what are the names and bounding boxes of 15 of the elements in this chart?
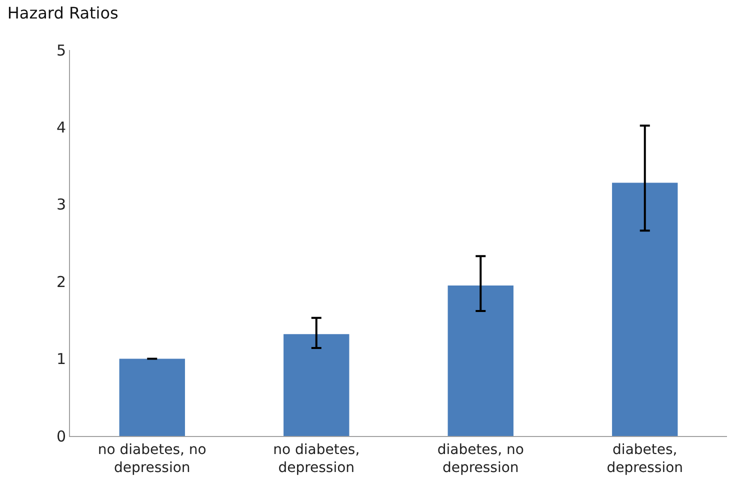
bar (448, 285, 514, 436)
bar (284, 334, 350, 436)
bar (119, 358, 185, 436)
chart-title: Hazard Ratios (7, 4, 118, 23)
y-tick-label: 5 (56, 41, 66, 60)
x-tick-label: diabetes, depression (606, 442, 684, 476)
y-tick-label: 0 (56, 427, 66, 446)
y-tick-label: 4 (56, 118, 66, 136)
y-tick-label: 1 (56, 350, 66, 368)
y-tick-label: 2 (56, 272, 66, 291)
bar (612, 182, 678, 436)
y-tick-label: 3 (56, 196, 66, 214)
x-tick-label: diabetes, no depression (437, 442, 524, 476)
x-tick-label: no diabetes, no depression (98, 442, 206, 476)
x-tick-label: no diabetes, depression (273, 442, 360, 476)
